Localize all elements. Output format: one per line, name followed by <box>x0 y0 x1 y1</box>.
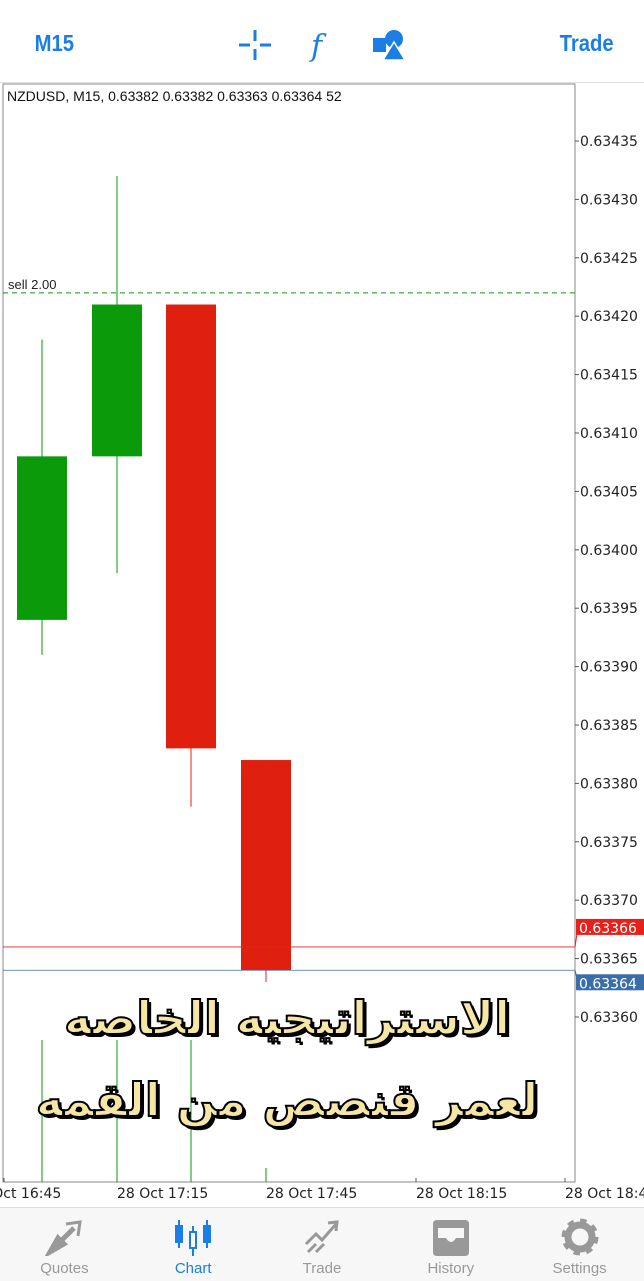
candle-body <box>17 456 67 620</box>
sell-order-label: sell 2.00 <box>8 277 56 292</box>
y-tick-label: 0.63360 <box>580 1010 638 1026</box>
overlay-text-2: لعمر قنصص من القمه <box>35 1072 539 1128</box>
y-tick-label: 0.63420 <box>580 309 638 325</box>
bid-label-bg <box>576 974 644 991</box>
quotes-icon <box>45 1220 83 1256</box>
candle-body <box>241 760 291 971</box>
svg-text:f: f <box>309 29 327 62</box>
y-tick-label: 0.63415 <box>580 368 638 384</box>
y-tick-label: 0.63400 <box>580 543 638 559</box>
crosshair-icon[interactable] <box>238 28 272 62</box>
shapes-icon[interactable] <box>372 28 406 62</box>
y-tick-label: 0.63410 <box>580 426 638 442</box>
y-tick-label: 0.63375 <box>580 835 638 851</box>
ask-label-bg <box>576 918 644 935</box>
nav-history[interactable]: History <box>386 1208 515 1281</box>
x-tick-label: 28 Oct 18:15 <box>416 1186 507 1202</box>
trade-button[interactable]: Trade <box>559 30 614 56</box>
y-tick-label: 0.63380 <box>580 776 638 792</box>
y-tick-label: 0.63370 <box>580 893 638 909</box>
ask-price-label: 0.63366 <box>579 921 637 937</box>
x-tick-label: 28 Oct 17:45 <box>266 1186 357 1202</box>
timeframe-button[interactable]: M15 <box>34 30 75 56</box>
y-tick-label: 0.63395 <box>580 601 638 617</box>
nav-trade[interactable]: Trade <box>258 1208 387 1281</box>
bottom-nav: Quotes Chart Trade History Settings <box>0 1207 644 1281</box>
nav-chart[interactable]: Chart <box>129 1208 258 1281</box>
overlay-text-1: الاستراتيجيه الخاصه <box>63 990 511 1046</box>
x-tick-label: 28 Oct 18:45 <box>565 1186 644 1202</box>
candle-body <box>166 304 216 749</box>
plot-area <box>2 83 576 1183</box>
bid-price-label: 0.63364 <box>579 976 637 992</box>
y-tick-label: 0.63390 <box>580 660 638 676</box>
x-tick-label: 28 Oct 17:15 <box>117 1186 208 1202</box>
nav-settings[interactable]: Settings <box>515 1208 644 1281</box>
y-tick-label: 0.63435 <box>580 134 638 150</box>
y-tick-label: 0.63425 <box>580 251 638 267</box>
chart-info: NZDUSD, M15, 0.63382 0.63382 0.63363 0.6… <box>7 88 342 104</box>
trade-icon <box>304 1220 339 1254</box>
nav-quotes[interactable]: Quotes <box>0 1208 129 1281</box>
function-icon[interactable]: f <box>306 28 336 62</box>
y-tick-label: 0.63430 <box>580 192 638 208</box>
price-chart[interactable]: 0.63435 0.63430 0.63425 0.63420 0.63415 0.634… <box>0 82 644 1207</box>
y-tick-label: 0.63365 <box>580 952 638 968</box>
y-tick-label: 0.63385 <box>580 718 638 734</box>
y-tick-label: 0.63405 <box>580 484 638 500</box>
chart-icon <box>175 1220 212 1256</box>
top-toolbar: M15 f Trade <box>0 0 644 83</box>
candle-body <box>92 304 142 457</box>
history-icon <box>432 1220 469 1256</box>
x-tick-label: 28 Oct 16:45 <box>0 1186 61 1202</box>
settings-icon <box>561 1218 599 1256</box>
